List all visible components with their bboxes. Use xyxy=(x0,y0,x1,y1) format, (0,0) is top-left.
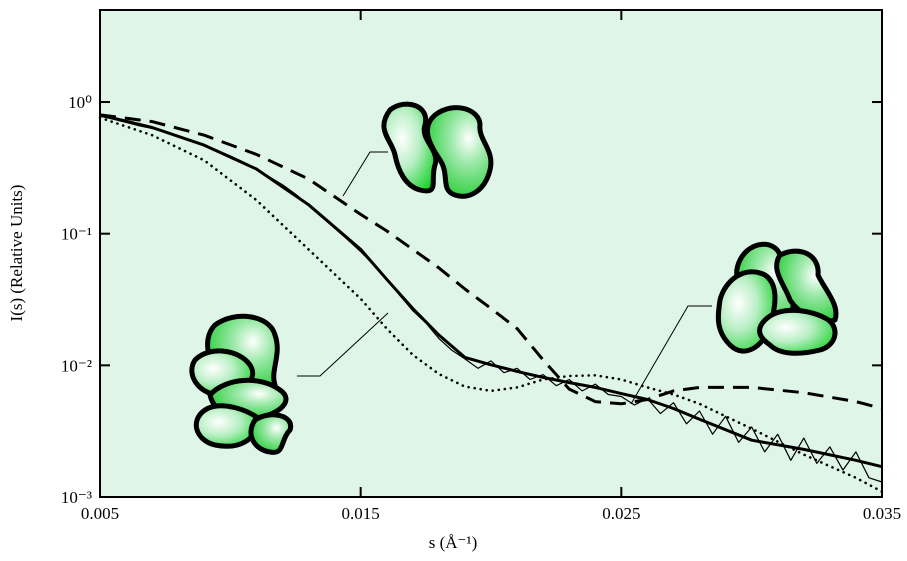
blob xyxy=(757,307,838,356)
illustrations xyxy=(189,101,839,455)
blob xyxy=(248,412,294,455)
arrow xyxy=(297,312,389,377)
x-tick-label: 0.025 xyxy=(602,504,640,523)
curves xyxy=(98,113,884,493)
blob xyxy=(193,403,263,449)
blob xyxy=(424,105,494,199)
x-tick-label: 0.015 xyxy=(342,504,380,523)
y-tick-label: 10⁻² xyxy=(61,356,92,375)
y-tick-label: 10⁻¹ xyxy=(61,225,92,244)
arrow xyxy=(630,305,712,405)
x-axis-label: s (Å⁻¹) xyxy=(429,533,478,552)
arrow xyxy=(342,151,388,197)
y-axis-label: I(s) (Relative Units) xyxy=(7,185,26,322)
blob xyxy=(381,101,439,194)
y-tick-label: 10⁻³ xyxy=(61,488,92,507)
x-tick-label: 0.035 xyxy=(863,504,901,523)
series-line xyxy=(98,116,884,493)
series-line xyxy=(99,113,883,469)
blob xyxy=(774,248,839,324)
series-line xyxy=(99,113,883,410)
x-tick-label: 0.005 xyxy=(81,504,119,523)
y-tick-label: 10⁰ xyxy=(68,93,92,112)
